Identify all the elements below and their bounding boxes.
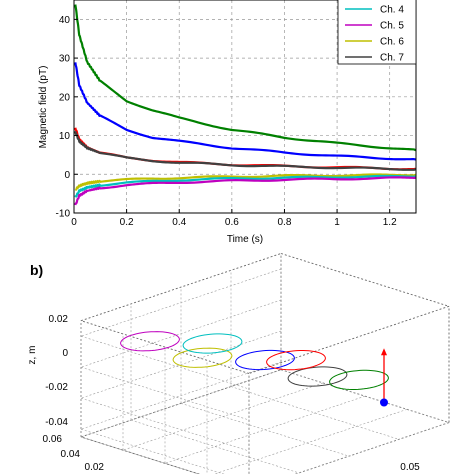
x-tick-labels: 0 0.2 0.4 0.6 0.8 1 1.2 xyxy=(71,217,397,228)
series-line xyxy=(74,130,417,171)
x-tick-label: 0.05 xyxy=(400,462,420,473)
y-axis-label: Magnetic field (pT) xyxy=(38,66,49,149)
legend-label: Ch. 4 xyxy=(380,5,404,16)
x-tick-label: 1 xyxy=(334,217,340,228)
x-tick-label: 0.8 xyxy=(278,217,292,228)
series-group xyxy=(74,4,417,206)
y-tick-label: 20 xyxy=(59,92,71,103)
3d-tick-labels: 0.02 0 -0.02 -0.04 0.06 0.04 0.02 0.05 xyxy=(43,314,421,473)
z-tick-label: -0.04 xyxy=(45,417,68,428)
coil-loop xyxy=(287,366,348,387)
3d-grid-line xyxy=(80,330,282,399)
coil-layout-3d: b) 0.02 0 -0.02 -0.04 0.06 0.04 0.02 0.05 z, m xyxy=(27,253,450,474)
source-marker xyxy=(380,398,388,407)
z-axis-label: z, m xyxy=(27,346,38,365)
series-line xyxy=(74,173,417,191)
y-tick-label: -10 xyxy=(56,209,71,220)
series-line xyxy=(74,174,417,198)
z-tick-label: -0.02 xyxy=(45,382,68,393)
3d-grid-line xyxy=(130,419,300,474)
z-tick-label: 0 xyxy=(62,348,68,359)
arrow-head xyxy=(381,348,387,356)
y-tick-label: 30 xyxy=(59,54,71,65)
3d-grid-line xyxy=(80,299,282,368)
coil-loop xyxy=(182,333,243,354)
panel-label-b: b) xyxy=(30,262,43,278)
coil-loop xyxy=(235,349,295,371)
y-tick-label: 10 xyxy=(59,131,71,142)
legend-label: Ch. 5 xyxy=(380,21,404,32)
3d-axis-edge xyxy=(280,253,450,307)
3d-grid-line xyxy=(80,361,282,430)
3d-grid-line xyxy=(230,386,400,440)
y-tick-label: 0 xyxy=(64,170,70,181)
3d-grid-line xyxy=(280,369,450,423)
3d-grid-line xyxy=(80,428,225,474)
x-tick-label: 0.2 xyxy=(120,217,134,228)
coil-loop xyxy=(120,331,180,352)
series-line xyxy=(74,176,417,206)
coil-loop xyxy=(329,369,389,390)
3d-grid-line xyxy=(80,268,282,337)
z-tick-label: 0.02 xyxy=(49,314,69,325)
3d-grid xyxy=(80,253,450,474)
coil-loop xyxy=(266,350,326,371)
x-tick-label: 0.4 xyxy=(172,217,186,228)
y-tick-label: 40 xyxy=(59,15,71,26)
plot-border xyxy=(73,0,417,214)
x-tick-label: 1.2 xyxy=(383,217,397,228)
3d-grid-line xyxy=(80,335,250,390)
coil-loops xyxy=(120,331,389,407)
legend: Ch. 4 Ch. 5 Ch. 6 Ch. 7 xyxy=(337,0,417,65)
legend-box xyxy=(337,0,417,65)
y-tick-label: 0.06 xyxy=(43,434,63,445)
legend-label: Ch. 6 xyxy=(380,37,404,48)
series-line xyxy=(74,62,417,161)
x-axis-label: Time (s) xyxy=(227,234,263,245)
x-tick-label: 0 xyxy=(71,217,77,228)
3d-grid-line xyxy=(80,366,250,421)
3d-axes-box xyxy=(80,253,450,474)
y-tick-labels: -10 0 10 20 30 40 xyxy=(56,15,71,220)
3d-grid-line xyxy=(180,403,350,457)
legend-label: Ch. 7 xyxy=(380,53,404,64)
y-tick-label: 0.04 xyxy=(61,449,81,460)
3d-grid-line xyxy=(213,409,408,474)
x-tick-label: 0.6 xyxy=(225,217,239,228)
y-tick-label: 0.02 xyxy=(85,462,105,473)
3d-grid-line xyxy=(80,436,200,474)
3d-axis-edge xyxy=(248,305,450,374)
tick-marks xyxy=(73,18,391,214)
series-line xyxy=(74,4,417,152)
coil-loop xyxy=(172,347,233,368)
3d-grid-line xyxy=(80,397,250,452)
